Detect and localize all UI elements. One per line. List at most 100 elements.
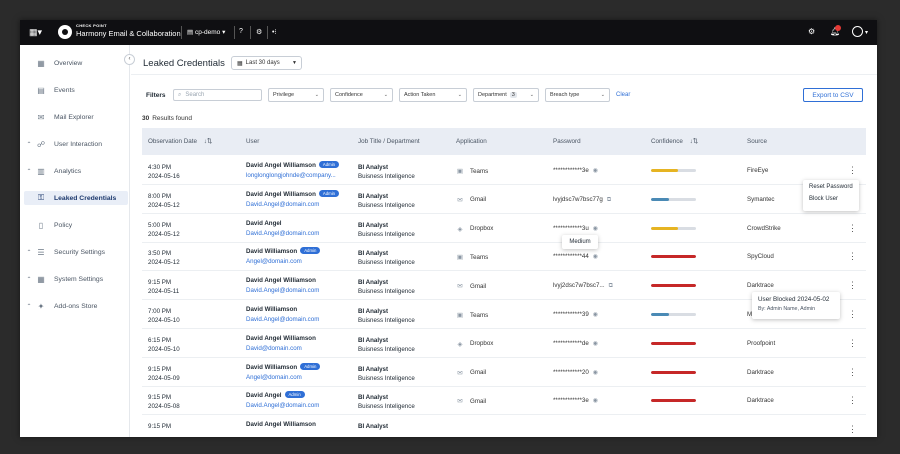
date-range-select[interactable]: ▦ Last 30 days ▼ [231, 56, 302, 70]
sidebar-item-security-settings[interactable]: ⌃ ☰ Security Settings [24, 245, 128, 259]
password-cell: ************44 ◉ [553, 253, 598, 260]
copy-icon[interactable]: ⧉ [606, 195, 612, 203]
department-filter[interactable]: Department 3 ⌄ [473, 88, 539, 102]
job-cell: BI Analyst Buisness Inteligence [358, 278, 415, 296]
search-input[interactable]: ⌕ Search [173, 89, 262, 101]
table-row[interactable]: 9:15 PM 2024-05-09 David Williamson Admin An… [142, 358, 866, 387]
sidebar-item-label: Add-ons Store [54, 302, 98, 310]
sidebar-item-overview[interactable]: ▦ Overview [24, 56, 128, 70]
job-cell: BI Analyst Buisness Inteligence [358, 365, 415, 383]
separator [234, 26, 235, 39]
confidence-bar [651, 399, 696, 403]
table-row[interactable]: 9:15 PM 2024-05-08 David Angel Admin David.A… [142, 386, 866, 416]
job-cell: BI Analyst Buisness Inteligence [358, 393, 415, 411]
more-options-icon[interactable]: ⋮ [848, 366, 857, 377]
job-cell: BI Analyst Buisness Inteligence [358, 336, 415, 354]
user-email[interactable]: David.Angel@domain.com [246, 287, 320, 295]
confidence-filter[interactable]: Confidence ⌄ [330, 88, 393, 102]
dropbox-icon: ◈ [457, 225, 463, 233]
block-user-menu-item[interactable]: Block User [809, 196, 839, 202]
user-email[interactable]: David.Angel@domain.com [246, 316, 320, 323]
more-options-icon[interactable]: ⋮ [848, 165, 857, 175]
user-avatar-icon[interactable] [852, 26, 863, 37]
user-email[interactable]: Angel@domain.com [246, 258, 302, 266]
eye-icon[interactable]: ◉ [592, 253, 599, 261]
sidebar-item-user-interaction[interactable]: ⌃ ☍ User Interaction [24, 137, 128, 151]
privilege-filter[interactable]: Privilege ⌄ [268, 88, 324, 102]
teams-icon: ▣ [456, 254, 464, 262]
eye-icon[interactable]: ◉ [592, 397, 599, 405]
user-cell: David Angel Williamson [246, 420, 316, 430]
gear-icon[interactable]: ⚙ [808, 27, 816, 36]
eye-icon[interactable]: ◉ [592, 368, 599, 376]
job-title: BI Analyst [358, 336, 389, 344]
sidebar-item-label: Security Settings [54, 248, 105, 256]
collapse-sidebar-button[interactable]: ‹ [124, 54, 135, 65]
chevron-down-icon[interactable]: ▾ [865, 30, 869, 36]
mail-icon: ✉ [457, 196, 463, 204]
eye-icon[interactable]: ◉ [592, 339, 599, 347]
department: Buisness Inteligence [358, 201, 415, 209]
export-csv-button[interactable]: Export to CSV [803, 88, 863, 102]
user-cell: David Angel Williamson Admin longlonglongj… [246, 161, 340, 181]
obs-date: 2024-05-12 [148, 230, 180, 238]
reset-password-menu-item[interactable]: Reset Password [809, 184, 853, 190]
user-email[interactable]: longlonglongjohnde@company... [246, 172, 336, 179]
user-email[interactable]: David.Angel@domain.com [246, 402, 320, 410]
table-row[interactable]: 9:15 PM David Angel Williamson BI Analyst ⋮ [142, 415, 866, 437]
password-value: ************de [553, 339, 589, 347]
col-label: Observation Date [148, 138, 198, 145]
table-row[interactable]: 9:15 PM 2024-05-11 David Angel Williamson D… [142, 271, 866, 301]
more-options-icon[interactable]: ⋮ [848, 424, 857, 435]
eye-icon[interactable]: ◉ [592, 311, 599, 318]
user-email[interactable]: David@domain.com [246, 344, 302, 352]
sidebar-item-mail-explorer[interactable]: ✉ Mail Explorer [24, 110, 128, 124]
breach-type-label: Breach type [550, 92, 580, 98]
obs-date: 2024-05-10 [148, 345, 180, 353]
table-body: 4:30 PM 2024-05-16 David Angel Williamson A… [142, 156, 866, 437]
sidebar-item-events[interactable]: ▤ Events [24, 83, 128, 97]
table-row[interactable]: 3:50 PM 2024-05-12 David Williamson Admin An… [142, 242, 866, 272]
sidebar-item-policy[interactable]: ▯ Policy [24, 218, 128, 232]
sidebar-item-system-settings[interactable]: ⌃ ▦ System Settings [24, 272, 128, 286]
more-options-icon[interactable]: ⋮ [848, 251, 857, 262]
breach-type-filter[interactable]: Breach type ⌄ [545, 88, 610, 102]
more-options-icon[interactable]: ⋮ [848, 309, 857, 319]
department: Buisness Inteligence [358, 317, 415, 324]
application-name: Teams [470, 253, 489, 261]
tenant-selector[interactable]: ▤ cp-demo ▾ [187, 29, 226, 36]
analytics-icon: ▥ [37, 166, 45, 176]
user-email[interactable]: David.Angel@domain.com [246, 200, 320, 208]
table-row[interactable]: 8:00 PM 2024-05-12 David Angel Williamson A… [142, 185, 866, 214]
user-name: David Angel [246, 219, 282, 227]
user-email[interactable]: Angel@domain.com [246, 373, 302, 381]
more-options-icon[interactable]: ⋮ [848, 337, 857, 348]
sidebar-item-add-ons-store[interactable]: ⌃ ✦ Add-ons Store [24, 299, 128, 313]
more-options-icon[interactable]: ⋮ [848, 222, 857, 233]
table-row[interactable]: 4:30 PM 2024-05-16 David Angel Williamson A… [142, 156, 866, 185]
obs-time: 7:00 PM [148, 308, 172, 315]
eye-icon[interactable]: ◉ [592, 167, 599, 174]
col-observation-date[interactable]: Observation Date ↓⇅ [148, 138, 212, 145]
app-grid-icon[interactable]: ▦▾ [29, 27, 43, 37]
confidence-bar [651, 197, 696, 201]
table-row[interactable]: 6:15 PM 2024-05-10 David Angel Williamson D… [142, 329, 866, 358]
more-options-icon[interactable]: ⋮ [848, 395, 857, 406]
user-name: David Angel Williamson [246, 190, 316, 198]
settings-gear-icon[interactable]: ⚙ [256, 29, 263, 36]
eye-icon[interactable]: ◉ [592, 224, 599, 232]
notification-bell-icon[interactable]: 🔔︎ [830, 27, 841, 36]
table-row[interactable]: 5:00 PM 2024-05-12 David Angel David.Angel@… [142, 214, 866, 243]
help-icon[interactable]: ? [239, 28, 243, 35]
col-confidence[interactable]: Confidence ↓⇅ [651, 138, 698, 145]
action-taken-filter[interactable]: Action Taken ⌄ [399, 88, 467, 102]
table-row[interactable]: 7:00 PM 2024-05-10 David Williamson David.A… [142, 300, 866, 329]
application-cell: ◈ Dropbox [456, 225, 494, 233]
sidebar-item-leaked-credentials[interactable]: ⚿ Leaked Credentials [24, 191, 128, 205]
more-options-icon[interactable]: ⋮ [848, 280, 857, 291]
clear-filters-link[interactable]: Clear [616, 92, 631, 98]
user-email[interactable]: David.Angel@domain.com [246, 229, 320, 237]
sidebar-item-analytics[interactable]: ⌃ ▥ Analytics [24, 164, 128, 178]
activity-icon[interactable]: •⁝ [272, 29, 277, 36]
copy-icon[interactable]: ⧉ [608, 282, 614, 290]
